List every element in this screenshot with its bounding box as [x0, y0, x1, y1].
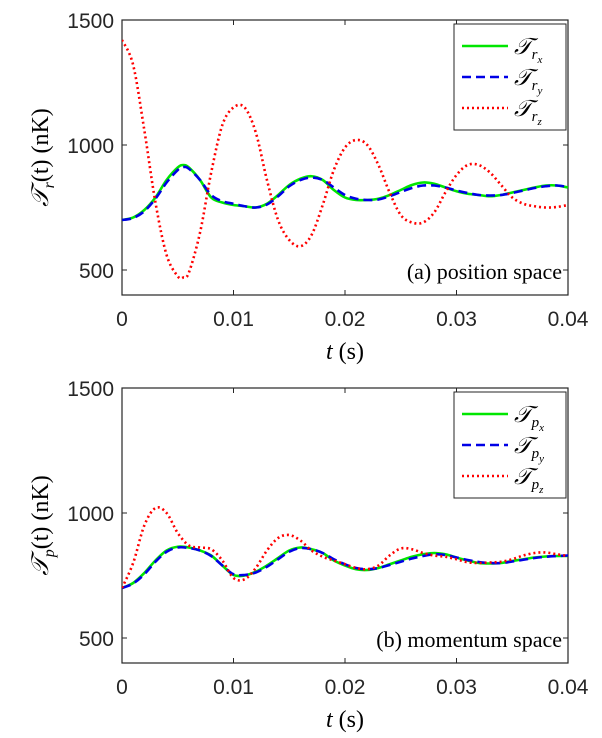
- x-tick-label: 0: [116, 676, 128, 699]
- x-tick-label: 0.01: [213, 308, 254, 331]
- x-tick-label: 0.02: [325, 308, 366, 331]
- legend-subscript: p: [531, 446, 540, 462]
- y-tick-label: 500: [79, 628, 114, 651]
- chart-panel-1: 0 0.01 0.02 0.03 0.04 500 1000 1500 t (s) 𝒯r(t) (…: [28, 10, 589, 365]
- x-label-var: t: [326, 339, 334, 365]
- legend-subscript: p: [531, 415, 540, 431]
- y-tick-label: 1000: [67, 503, 114, 526]
- y-axis-label: 𝒯p(t) (nK): [28, 475, 58, 575]
- legend-subsubscript: x: [536, 54, 542, 66]
- y-label-rest: (t) (nK): [28, 475, 54, 549]
- x-label-unit: (s): [333, 339, 364, 365]
- x-label-unit: (s): [333, 707, 364, 733]
- series-line-y: [122, 165, 568, 222]
- legend-box: [453, 391, 567, 499]
- series-line-z: [122, 39, 568, 280]
- x-tick-label: 0.03: [436, 308, 477, 331]
- legend-subsubscript: z: [536, 116, 542, 128]
- panel-label: (b) momentum space: [376, 627, 562, 652]
- y-tick-label: 1500: [67, 10, 114, 33]
- x-axis-label: t (s): [326, 707, 364, 733]
- x-tick-label: 0.03: [436, 676, 477, 699]
- x-label-var: t: [326, 707, 334, 733]
- y-label-rest: (t) (nK): [28, 108, 54, 182]
- x-axis-label: t (s): [326, 339, 364, 365]
- legend-subscript: r: [532, 109, 538, 125]
- series-line-z: [122, 506, 568, 589]
- x-tick-label: 0.04: [548, 308, 589, 331]
- legend-subsubscript: x: [538, 422, 544, 434]
- legend-subscript: r: [532, 47, 538, 63]
- panel-label: (a) position space: [407, 259, 562, 284]
- x-tick-label: 0: [116, 308, 128, 331]
- y-tick-label: 1500: [67, 378, 114, 401]
- legend-subsubscript: y: [536, 85, 542, 97]
- legend-subscript: r: [532, 78, 538, 94]
- chart-panel-2: 0 0.01 0.02 0.03 0.04 500 1000 1500 t (s) 𝒯p(t) (…: [28, 378, 589, 733]
- y-label-subscript: r: [41, 181, 58, 188]
- y-axis-label: 𝒯r(t) (nK): [28, 108, 58, 207]
- x-tick-label: 0.04: [548, 676, 589, 699]
- x-tick-label: 0.02: [325, 676, 366, 699]
- y-label-subscript: p: [41, 549, 58, 558]
- legend-box: [453, 23, 567, 131]
- legend-subsubscript: z: [538, 484, 544, 496]
- legend-subscript: p: [531, 477, 540, 493]
- legend-subsubscript: y: [538, 453, 544, 465]
- y-tick-label: 500: [79, 260, 114, 283]
- x-tick-label: 0.01: [213, 676, 254, 699]
- y-tick-label: 1000: [67, 135, 114, 158]
